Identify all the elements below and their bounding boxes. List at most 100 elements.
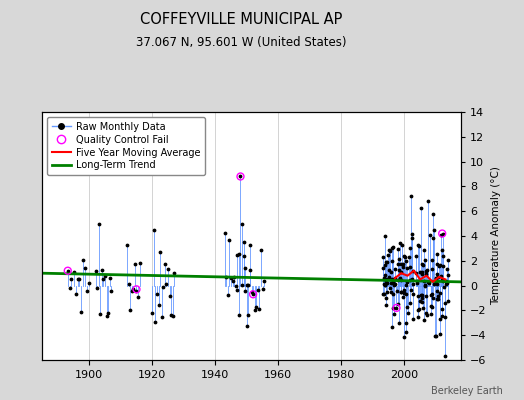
Point: [431, 333, 439, 340]
Point: [439, 278, 447, 284]
Point: [416, 298, 424, 304]
Point: [421, 283, 430, 289]
Point: [396, 240, 405, 246]
Point: [382, 294, 390, 301]
Point: [389, 244, 397, 251]
Point: [403, 310, 412, 316]
Point: [429, 294, 437, 301]
Point: [433, 288, 441, 295]
Point: [405, 254, 413, 261]
Point: [402, 257, 410, 264]
Point: [400, 287, 408, 293]
Point: [235, 251, 243, 257]
Point: [418, 271, 426, 277]
Point: [400, 253, 408, 259]
Point: [380, 272, 389, 278]
Point: [381, 282, 389, 288]
Point: [257, 246, 265, 253]
Point: [158, 314, 166, 320]
Point: [385, 274, 393, 280]
Point: [123, 242, 131, 248]
Point: [438, 306, 446, 312]
Point: [421, 257, 429, 263]
Point: [388, 276, 396, 282]
Point: [79, 257, 88, 264]
Point: [387, 269, 395, 276]
Point: [132, 286, 140, 292]
Point: [164, 266, 172, 272]
Point: [413, 278, 421, 284]
Point: [156, 248, 165, 255]
Point: [71, 291, 80, 297]
Point: [385, 247, 394, 254]
Point: [258, 286, 267, 293]
Point: [395, 267, 403, 273]
Point: [249, 291, 257, 298]
Text: COFFEYVILLE MUNICIPAL AP: COFFEYVILLE MUNICIPAL AP: [140, 12, 342, 27]
Point: [390, 282, 399, 288]
Point: [443, 266, 451, 272]
Point: [432, 274, 440, 281]
Point: [134, 294, 142, 300]
Point: [406, 300, 414, 306]
Point: [428, 266, 436, 272]
Point: [409, 268, 417, 274]
Point: [420, 247, 429, 254]
Point: [419, 262, 427, 268]
Point: [254, 287, 262, 293]
Point: [397, 276, 406, 283]
Point: [398, 264, 407, 270]
Point: [412, 280, 421, 286]
Point: [422, 293, 430, 300]
Point: [427, 292, 435, 299]
Point: [221, 230, 229, 236]
Point: [408, 276, 416, 282]
Point: [409, 316, 417, 322]
Point: [75, 276, 84, 283]
Point: [73, 276, 82, 282]
Point: [129, 286, 137, 292]
Point: [414, 306, 423, 312]
Point: [420, 317, 428, 323]
Point: [398, 242, 406, 248]
Point: [162, 281, 171, 288]
Point: [403, 304, 411, 310]
Point: [399, 261, 408, 268]
Point: [386, 285, 395, 291]
Point: [430, 227, 438, 234]
Point: [420, 278, 428, 284]
Point: [91, 268, 100, 274]
Point: [382, 278, 390, 284]
Point: [107, 287, 115, 294]
Point: [238, 282, 246, 288]
Point: [83, 288, 92, 294]
Point: [153, 290, 161, 297]
Point: [66, 285, 74, 291]
Point: [395, 256, 403, 262]
Point: [438, 230, 446, 237]
Point: [417, 205, 425, 212]
Point: [77, 309, 85, 315]
Point: [432, 278, 440, 285]
Point: [94, 220, 103, 227]
Point: [422, 310, 430, 316]
Point: [81, 265, 90, 272]
Point: [241, 265, 249, 272]
Point: [411, 270, 420, 276]
Point: [423, 198, 432, 204]
Point: [437, 273, 445, 280]
Point: [239, 239, 248, 245]
Point: [387, 289, 395, 296]
Point: [391, 265, 399, 272]
Point: [381, 302, 390, 308]
Point: [433, 261, 441, 267]
Point: [384, 252, 392, 258]
Point: [444, 257, 452, 263]
Point: [243, 322, 251, 329]
Point: [380, 262, 389, 268]
Point: [394, 277, 402, 283]
Point: [418, 305, 427, 311]
Text: Berkeley Earth: Berkeley Earth: [431, 386, 503, 396]
Point: [401, 291, 410, 297]
Point: [389, 291, 397, 297]
